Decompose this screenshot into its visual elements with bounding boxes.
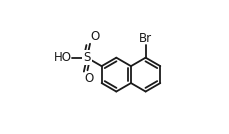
Text: S: S (83, 51, 90, 64)
Text: O: O (84, 72, 93, 85)
Text: Br: Br (139, 32, 152, 45)
Text: HO: HO (53, 51, 71, 64)
Text: O: O (90, 30, 100, 43)
